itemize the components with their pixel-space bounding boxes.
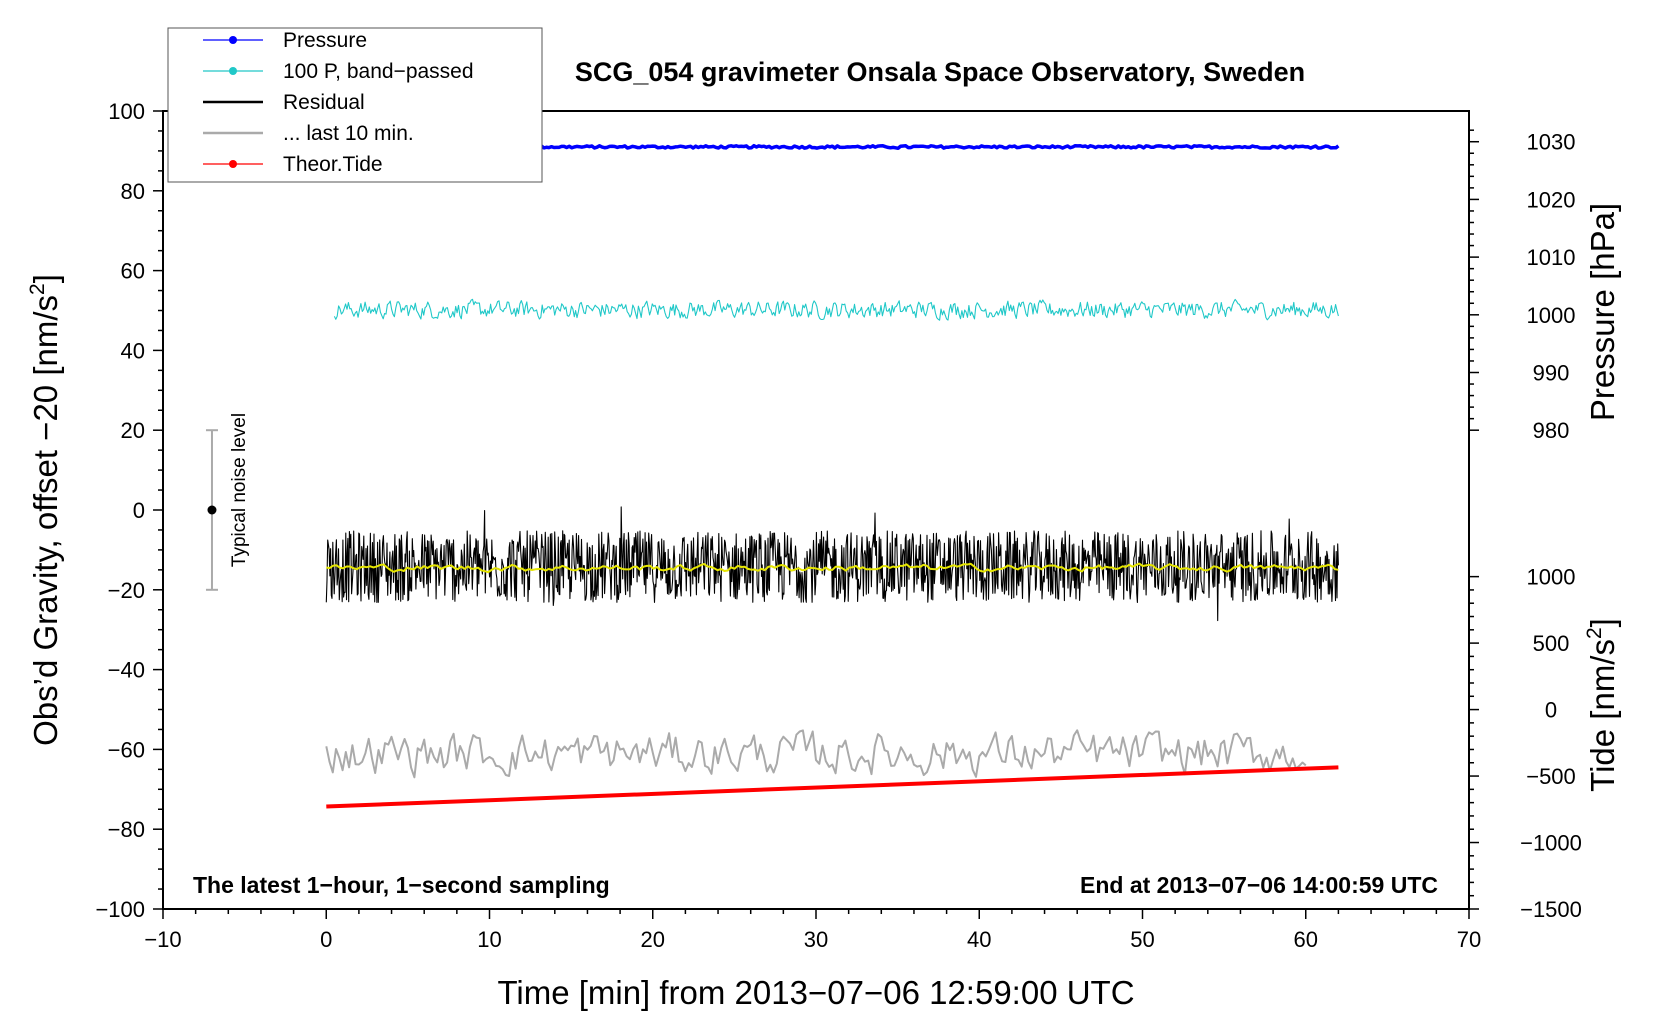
x-tick-label: 60	[1294, 927, 1318, 952]
x-tick-label: 0	[320, 927, 332, 952]
left-axis-ticks: 100 80 60 40 20 0 −20 −40 −60 −80 −100	[95, 99, 163, 922]
tide-tick-label: −1000	[1520, 831, 1582, 856]
left-tick-label: 40	[121, 338, 145, 363]
series-residual	[325, 506, 1339, 622]
left-tick-label: −20	[108, 578, 145, 603]
legend-label: Residual	[283, 91, 365, 114]
legend: Pressure 100 P, band−passed Residual ... la…	[167, 27, 543, 183]
x-tick-label: 10	[477, 927, 501, 952]
tide-tick-label: 1000	[1527, 565, 1576, 590]
legend-marker	[229, 67, 237, 75]
x-tick-label: 20	[641, 927, 665, 952]
series-theor-tide	[326, 765, 1339, 809]
tide-tick-label: 500	[1533, 631, 1570, 656]
pressure-tick-label: 980	[1533, 418, 1570, 443]
noise-bar-center-dot	[207, 505, 217, 515]
legend-box	[167, 27, 543, 183]
tide-tick-label: −1500	[1520, 897, 1582, 922]
legend-label: Theor.Tide	[283, 153, 383, 176]
pressure-axis-title: Pressure [hPa]	[1584, 203, 1621, 421]
left-tick-label: 0	[133, 498, 145, 523]
x-axis-ticks: −10 0 10 20 30 40 50 60 70	[144, 909, 1481, 952]
pressure-tick-label: 1020	[1527, 187, 1576, 212]
left-tick-label: −80	[108, 817, 145, 842]
x-tick-label: −10	[144, 927, 181, 952]
left-tick-label: −100	[95, 897, 145, 922]
legend-label: ... last 10 min.	[283, 122, 414, 145]
annotation-bottom-left: The latest 1−hour, 1−second sampling	[193, 872, 610, 898]
left-tick-label: 60	[121, 259, 145, 284]
left-tick-label: 80	[121, 179, 145, 204]
x-tick-label: 70	[1457, 927, 1481, 952]
series-last-10-min	[325, 729, 1307, 779]
legend-label: 100 P, band−passed	[283, 60, 474, 83]
legend-marker	[229, 36, 237, 44]
x-tick-label: 30	[804, 927, 828, 952]
series-100-p-band-passed	[333, 298, 1339, 321]
tide-tick-label: 0	[1545, 698, 1557, 723]
legend-label: Pressure	[283, 29, 367, 52]
pressure-tick-label: 990	[1533, 361, 1570, 386]
left-tick-label: 100	[108, 99, 145, 124]
data-series	[325, 143, 1340, 809]
left-tick-label: −40	[108, 658, 145, 683]
left-tick-label: −60	[108, 737, 145, 762]
series-running-mean	[326, 562, 1339, 574]
tide-axis-title: Tide [nm/s2]	[1583, 618, 1621, 792]
x-tick-label: 40	[967, 927, 991, 952]
annotation-bottom-right: End at 2013−07−06 14:00:59 UTC	[1080, 872, 1438, 898]
pressure-axis-ticks: 1030 1020 1010 1000 990 980	[1469, 129, 1576, 443]
tide-axis-ticks: 1000 500 0 −500 −1000 −1500	[1469, 565, 1582, 922]
chart-title: SCG_054 gravimeter Onsala Space Observat…	[575, 57, 1305, 87]
x-tick-label: 50	[1130, 927, 1154, 952]
pressure-tick-label: 1030	[1527, 130, 1576, 155]
x-axis-title: Time [min] from 2013−07−06 12:59:00 UTC	[497, 974, 1134, 1011]
tide-tick-label: −500	[1526, 764, 1576, 789]
left-axis-title: Obs’d Gravity, offset −20 [nm/s2]	[26, 274, 64, 746]
pressure-tick-label: 1000	[1527, 303, 1576, 328]
pressure-tick-label: 1010	[1527, 245, 1576, 270]
noise-label: Typical noise level	[229, 413, 250, 567]
left-tick-label: 20	[121, 418, 145, 443]
noise-level-indicator	[205, 429, 218, 591]
legend-marker	[229, 160, 237, 168]
